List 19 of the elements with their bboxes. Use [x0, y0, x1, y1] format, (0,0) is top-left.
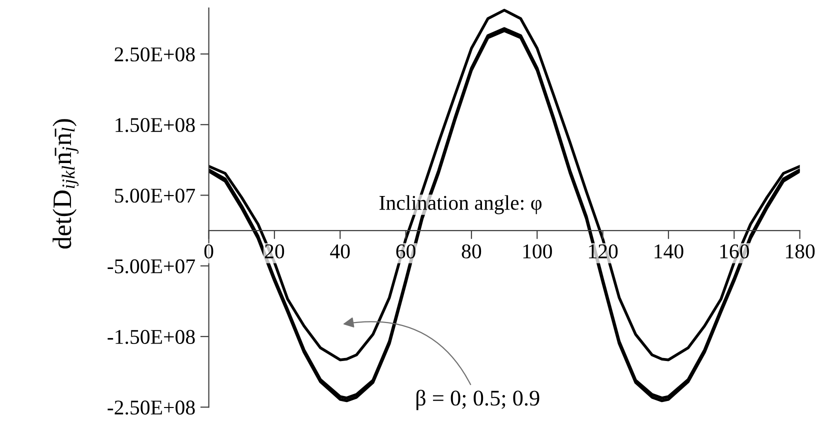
x-tick-label: 180: [786, 244, 815, 258]
x-tick-label: 40: [330, 244, 350, 258]
x-tick-label: 80: [462, 244, 482, 258]
x-tick-label: 60: [396, 244, 416, 258]
x-tick-label: 20: [264, 244, 284, 258]
y-tick-label: -2.50E+08: [108, 400, 195, 415]
x-tick-label: 120: [589, 244, 618, 258]
x-tick-label: 0: [204, 244, 214, 258]
annotation: β = 0; 0.5; 0.9: [416, 390, 540, 410]
y-tick-label: 1.50E+08: [116, 118, 195, 132]
y-tick-label: 5.00E+07: [115, 188, 195, 203]
y-axis-title: det(D$_{ijkl}$n̄$_{j}$n̄$_{l}$): [52, 119, 79, 249]
y-tick-label: 2.50E+08: [114, 47, 195, 62]
y-tick-label: -1.50E+08: [108, 330, 195, 344]
x-tick-label: 140: [654, 244, 684, 258]
x-tick-label: 100: [523, 244, 552, 258]
x-axis-title: Inclination angle: φ: [380, 195, 542, 214]
y-tick-label: -5.00E+07: [108, 259, 195, 274]
x-tick-label: 160: [720, 244, 749, 258]
